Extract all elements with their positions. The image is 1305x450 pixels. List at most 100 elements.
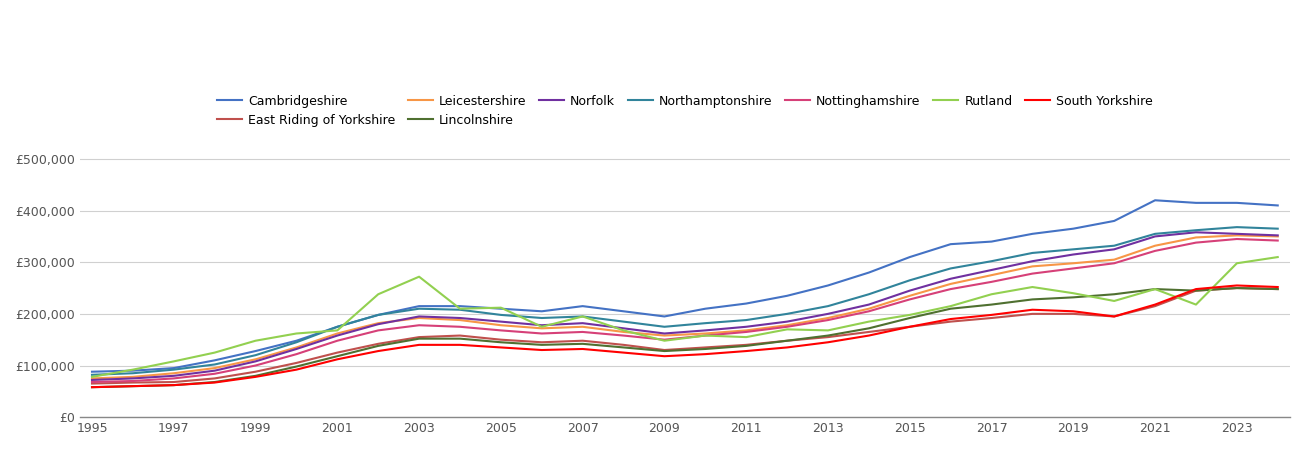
- Leicestershire: [493, 323, 509, 328]
- Line: Northamptonshire: Northamptonshire: [91, 227, 1278, 375]
- Cambridgeshire: [902, 254, 917, 260]
- Lincolnshire: [739, 343, 754, 349]
- Northamptonshire: [329, 324, 345, 329]
- Nottinghamshire: [861, 309, 877, 314]
- Lincolnshire: [1107, 292, 1122, 297]
- Nottinghamshire: [329, 338, 345, 343]
- South Yorkshire: [1065, 309, 1081, 314]
- Cambridgeshire: [534, 309, 549, 314]
- Nottinghamshire: [534, 331, 549, 336]
- Northamptonshire: [125, 370, 141, 376]
- Nottinghamshire: [574, 329, 590, 335]
- South Yorkshire: [616, 350, 632, 356]
- Northamptonshire: [452, 307, 467, 312]
- Lincolnshire: [779, 338, 795, 343]
- East Riding of Yorkshire: [779, 338, 795, 343]
- Northamptonshire: [166, 367, 181, 372]
- Rutland: [902, 312, 917, 318]
- Lincolnshire: [1229, 285, 1245, 291]
- South Yorkshire: [1147, 302, 1163, 307]
- South Yorkshire: [206, 380, 222, 385]
- East Riding of Yorkshire: [411, 334, 427, 340]
- Northamptonshire: [739, 317, 754, 323]
- Leicestershire: [1024, 264, 1040, 269]
- Nottinghamshire: [984, 279, 1000, 284]
- Nottinghamshire: [1147, 248, 1163, 254]
- Lincolnshire: [84, 384, 99, 390]
- Rutland: [371, 292, 386, 297]
- Leicestershire: [1107, 257, 1122, 262]
- Northamptonshire: [288, 340, 304, 345]
- Norfolk: [125, 376, 141, 381]
- Norfolk: [206, 368, 222, 373]
- Nottinghamshire: [411, 323, 427, 328]
- Rutland: [206, 350, 222, 356]
- Norfolk: [248, 359, 264, 364]
- Line: Leicestershire: Leicestershire: [91, 235, 1278, 378]
- Cambridgeshire: [1229, 200, 1245, 206]
- Cambridgeshire: [1065, 226, 1081, 231]
- Leicestershire: [125, 374, 141, 379]
- East Riding of Yorkshire: [697, 345, 713, 350]
- East Riding of Yorkshire: [288, 360, 304, 365]
- Rutland: [574, 314, 590, 319]
- Nottinghamshire: [779, 324, 795, 329]
- Norfolk: [1107, 247, 1122, 252]
- Norfolk: [534, 323, 549, 328]
- Cambridgeshire: [1270, 203, 1285, 208]
- Leicestershire: [861, 306, 877, 311]
- Northamptonshire: [1270, 226, 1285, 231]
- Nottinghamshire: [125, 378, 141, 384]
- Rutland: [739, 334, 754, 340]
- East Riding of Yorkshire: [248, 369, 264, 374]
- Rutland: [84, 374, 99, 379]
- Northamptonshire: [984, 258, 1000, 264]
- Northamptonshire: [1147, 231, 1163, 237]
- Lincolnshire: [371, 343, 386, 349]
- Nottinghamshire: [166, 376, 181, 381]
- Lincolnshire: [574, 341, 590, 346]
- Leicestershire: [206, 365, 222, 371]
- Leicestershire: [166, 370, 181, 376]
- South Yorkshire: [574, 346, 590, 352]
- Leicestershire: [1270, 234, 1285, 239]
- East Riding of Yorkshire: [1188, 288, 1203, 293]
- Leicestershire: [411, 315, 427, 321]
- East Riding of Yorkshire: [861, 329, 877, 335]
- Lincolnshire: [248, 373, 264, 378]
- Nottinghamshire: [288, 351, 304, 357]
- Lincolnshire: [616, 345, 632, 350]
- Rutland: [288, 331, 304, 336]
- Lincolnshire: [697, 346, 713, 352]
- Leicestershire: [329, 331, 345, 336]
- Nottinghamshire: [206, 371, 222, 377]
- South Yorkshire: [452, 342, 467, 347]
- Line: Lincolnshire: Lincolnshire: [91, 288, 1278, 387]
- East Riding of Yorkshire: [984, 315, 1000, 321]
- Lincolnshire: [329, 354, 345, 359]
- Rutland: [984, 292, 1000, 297]
- Line: Rutland: Rutland: [91, 257, 1278, 377]
- Leicestershire: [984, 272, 1000, 278]
- Cambridgeshire: [288, 338, 304, 343]
- Cambridgeshire: [125, 368, 141, 373]
- Lincolnshire: [411, 336, 427, 342]
- Cambridgeshire: [697, 306, 713, 311]
- Norfolk: [902, 288, 917, 293]
- Leicestershire: [942, 281, 958, 287]
- Norfolk: [371, 321, 386, 327]
- Leicestershire: [656, 333, 672, 338]
- South Yorkshire: [739, 348, 754, 354]
- Lincolnshire: [984, 302, 1000, 307]
- East Riding of Yorkshire: [1270, 286, 1285, 292]
- Cambridgeshire: [656, 314, 672, 319]
- Rutland: [125, 367, 141, 372]
- Nottinghamshire: [493, 328, 509, 333]
- East Riding of Yorkshire: [371, 341, 386, 346]
- Norfolk: [1024, 258, 1040, 264]
- East Riding of Yorkshire: [656, 347, 672, 353]
- Rutland: [942, 303, 958, 309]
- Cambridgeshire: [1188, 200, 1203, 206]
- Leicestershire: [1188, 235, 1203, 240]
- Leicestershire: [534, 326, 549, 331]
